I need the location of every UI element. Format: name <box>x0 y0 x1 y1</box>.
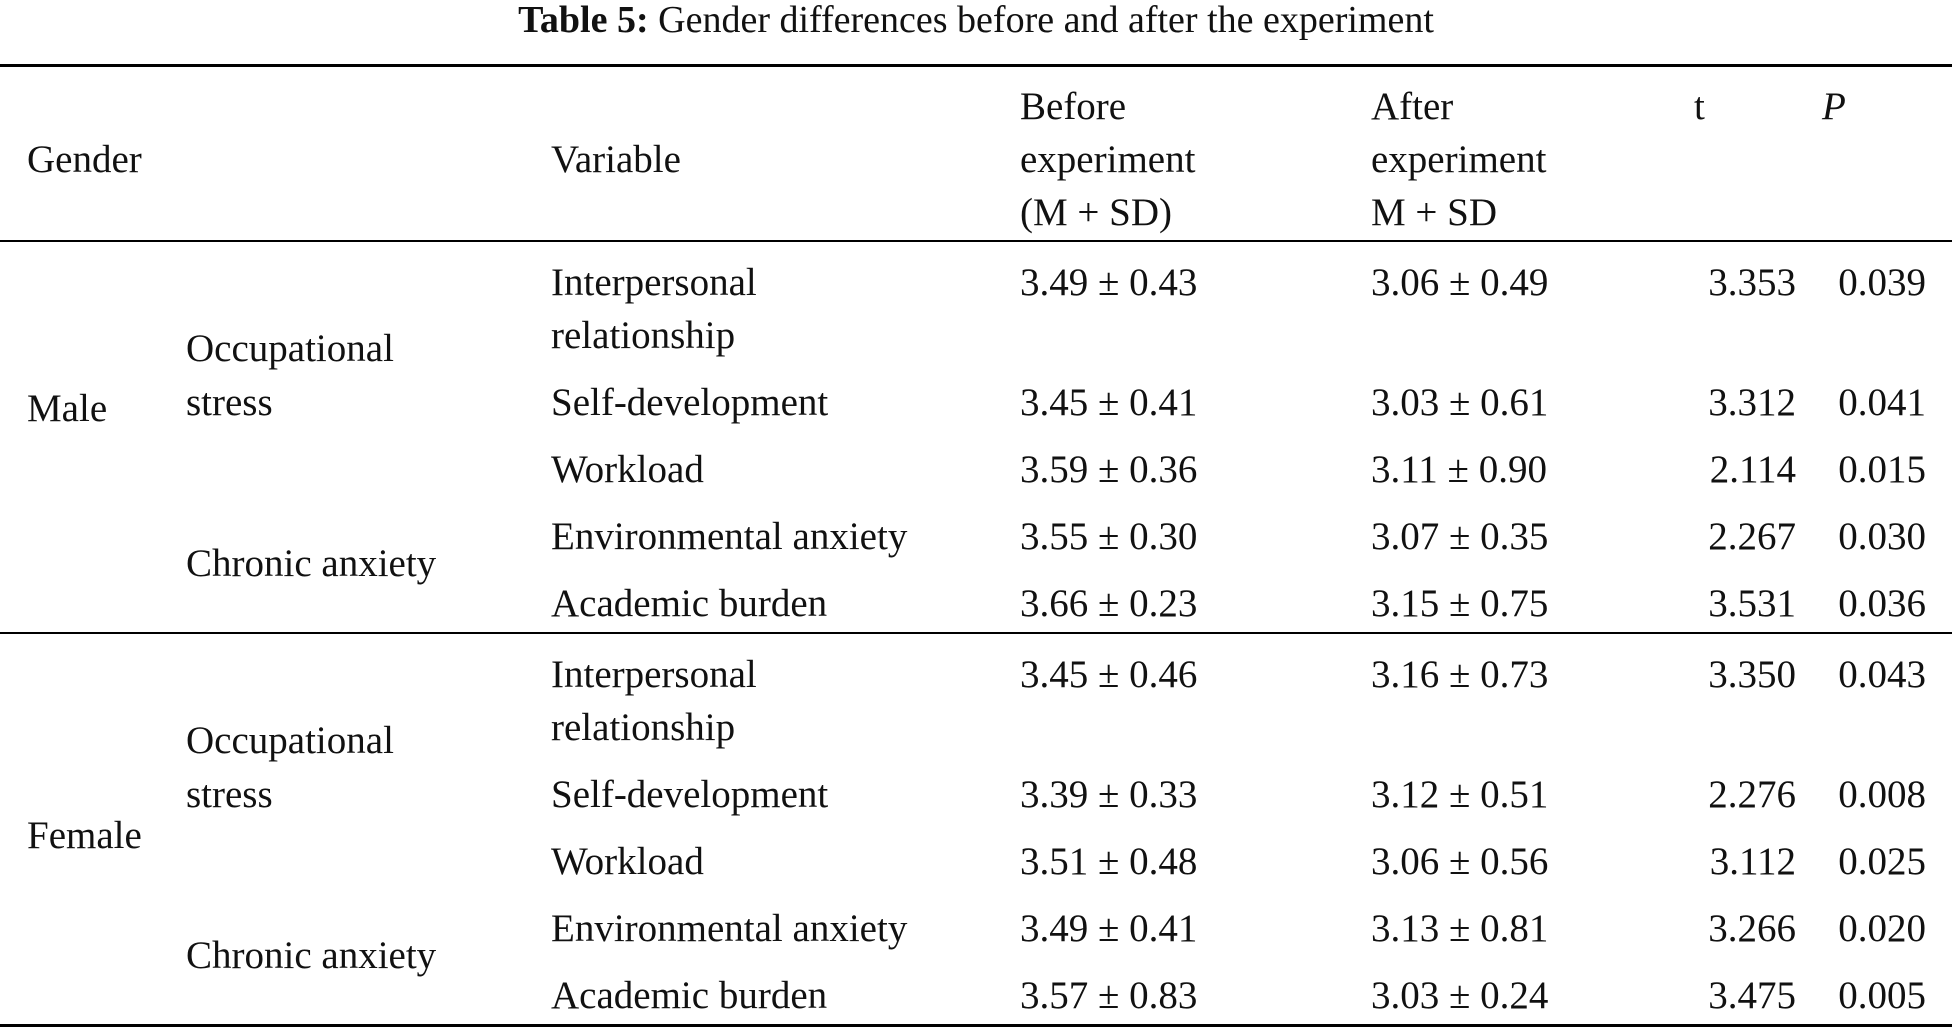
after-cell: 3.16 ± 0.73 <box>1371 653 1549 696</box>
table-caption: Table 5: Gender differences before and a… <box>0 0 1952 44</box>
p-cell: 0.008 <box>1838 773 1926 816</box>
category-label: stress <box>186 773 273 816</box>
header-before-line-1: Before <box>1020 85 1127 128</box>
after-cell: 3.12 ± 0.51 <box>1371 773 1549 816</box>
t-cell: 3.312 <box>1708 381 1796 424</box>
variable-cell: Workload <box>551 448 704 491</box>
after-cell: 3.15 ± 0.75 <box>1371 582 1549 625</box>
variable-cell: Environmental anxiety <box>551 907 908 950</box>
before-cell: 3.39 ± 0.33 <box>1020 773 1198 816</box>
after-cell: 3.03 ± 0.24 <box>1371 974 1549 1017</box>
variable-cell: Workload <box>551 840 704 883</box>
before-cell: 3.51 ± 0.48 <box>1020 840 1198 883</box>
header-before-line-2: experiment <box>1020 138 1196 181</box>
variable-cell: Self-development <box>551 773 829 816</box>
variable-cell: Academic burden <box>551 974 828 1017</box>
table-caption-text: Gender differences before and after the … <box>658 0 1434 41</box>
header-before-line-3: (M + SD) <box>1020 191 1173 234</box>
p-cell: 0.030 <box>1838 515 1926 558</box>
header-after-line-2: experiment <box>1371 138 1547 181</box>
before-cell: 3.45 ± 0.46 <box>1020 653 1198 696</box>
variable-cell: Interpersonal <box>551 261 757 304</box>
gender-label: Female <box>27 814 142 857</box>
header-p: P <box>1822 85 1846 128</box>
p-cell: 0.041 <box>1838 381 1926 424</box>
category-label: Occupational <box>186 327 394 370</box>
t-cell: 3.475 <box>1708 974 1796 1017</box>
group-separator-rule <box>0 632 1952 634</box>
p-cell: 0.020 <box>1838 907 1926 950</box>
after-cell: 3.06 ± 0.49 <box>1371 261 1549 304</box>
header-bottom-rule <box>0 240 1952 242</box>
category-label: Chronic anxiety <box>186 542 437 585</box>
variable-cell: relationship <box>551 706 736 749</box>
t-cell: 3.112 <box>1709 840 1796 883</box>
table-top-rule <box>0 64 1952 67</box>
t-cell: 3.353 <box>1708 261 1796 304</box>
after-cell: 3.07 ± 0.35 <box>1371 515 1549 558</box>
t-cell: 3.266 <box>1708 907 1796 950</box>
before-cell: 3.57 ± 0.83 <box>1020 974 1198 1017</box>
p-cell: 0.036 <box>1838 582 1926 625</box>
before-cell: 3.59 ± 0.36 <box>1020 448 1198 491</box>
p-cell: 0.005 <box>1838 974 1926 1017</box>
gender-label: Male <box>27 387 108 430</box>
table-caption-label: Table 5: <box>518 0 649 41</box>
table-bottom-rule <box>0 1024 1952 1027</box>
variable-cell: Interpersonal <box>551 653 757 696</box>
t-cell: 3.350 <box>1708 653 1796 696</box>
t-cell: 2.267 <box>1708 515 1796 558</box>
before-cell: 3.49 ± 0.41 <box>1020 907 1198 950</box>
before-cell: 3.55 ± 0.30 <box>1020 515 1198 558</box>
category-label: Occupational <box>186 719 394 762</box>
header-after-line-1: After <box>1371 85 1454 128</box>
variable-cell: Academic burden <box>551 582 828 625</box>
p-cell: 0.025 <box>1838 840 1926 883</box>
header-variable: Variable <box>551 138 681 181</box>
before-cell: 3.45 ± 0.41 <box>1020 381 1198 424</box>
category-label: Chronic anxiety <box>186 934 437 977</box>
header-gender: Gender <box>27 138 142 181</box>
after-cell: 3.11 ± 0.90 <box>1371 448 1547 491</box>
variable-cell: relationship <box>551 314 736 357</box>
before-cell: 3.49 ± 0.43 <box>1020 261 1198 304</box>
p-cell: 0.015 <box>1838 448 1926 491</box>
t-cell: 2.276 <box>1708 773 1796 816</box>
before-cell: 3.66 ± 0.23 <box>1020 582 1198 625</box>
p-cell: 0.039 <box>1838 261 1926 304</box>
category-label: stress <box>186 381 273 424</box>
variable-cell: Self-development <box>551 381 829 424</box>
t-cell: 2.114 <box>1709 448 1796 491</box>
p-cell: 0.043 <box>1838 653 1926 696</box>
after-cell: 3.03 ± 0.61 <box>1371 381 1549 424</box>
after-cell: 3.13 ± 0.81 <box>1371 907 1549 950</box>
variable-cell: Environmental anxiety <box>551 515 908 558</box>
header-t: t <box>1694 85 1705 128</box>
t-cell: 3.531 <box>1708 582 1796 625</box>
after-cell: 3.06 ± 0.56 <box>1371 840 1549 883</box>
header-after-line-3: M + SD <box>1371 191 1498 234</box>
